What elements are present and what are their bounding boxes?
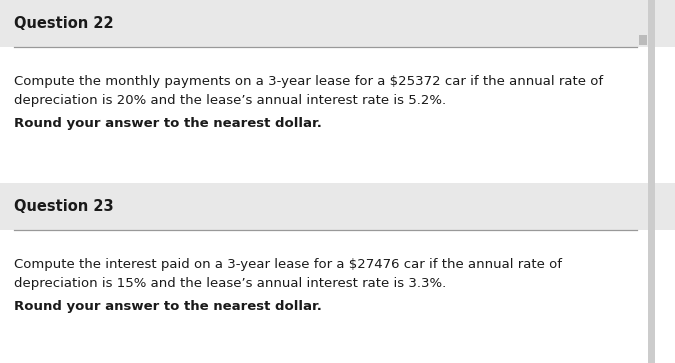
Text: Compute the interest paid on a 3-year lease for a $27476 car if the annual rate : Compute the interest paid on a 3-year le… bbox=[14, 258, 562, 271]
Text: Question 23: Question 23 bbox=[14, 199, 113, 214]
Text: Round your answer to the nearest dollar.: Round your answer to the nearest dollar. bbox=[14, 117, 322, 130]
Text: depreciation is 15% and the lease’s annual interest rate is 3.3%.: depreciation is 15% and the lease’s annu… bbox=[14, 277, 446, 290]
Bar bbox=[0, 183, 675, 230]
Text: depreciation is 20% and the lease’s annual interest rate is 5.2%.: depreciation is 20% and the lease’s annu… bbox=[14, 94, 446, 107]
Bar bbox=[648, 0, 655, 363]
Text: Round your answer to the nearest dollar.: Round your answer to the nearest dollar. bbox=[14, 300, 322, 313]
Bar bbox=[0, 0, 675, 47]
Text: Compute the monthly payments on a 3-year lease for a $25372 car if the annual ra: Compute the monthly payments on a 3-year… bbox=[14, 75, 603, 88]
Bar bbox=[639, 35, 647, 45]
Text: Question 22: Question 22 bbox=[14, 16, 113, 31]
